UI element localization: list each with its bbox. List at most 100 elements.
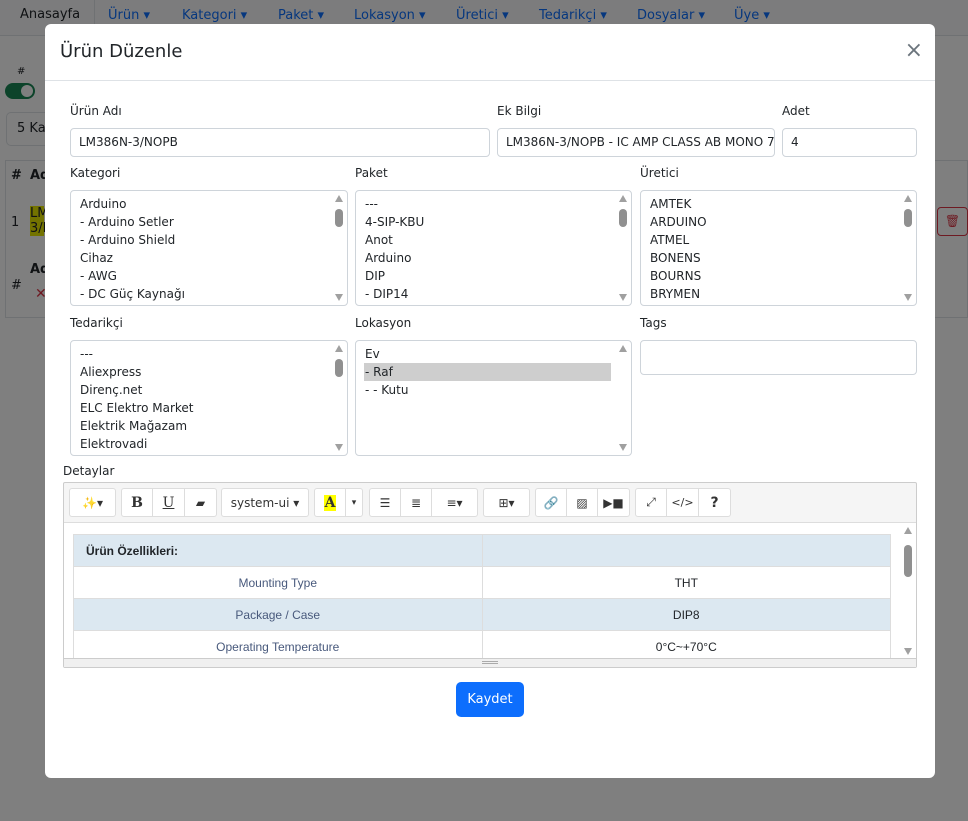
kategori-option[interactable]: - AWG	[80, 269, 117, 283]
tedarikci-option[interactable]: Direnç.net	[80, 383, 143, 397]
paket-label: Paket	[355, 166, 388, 180]
tags-label: Tags	[640, 316, 667, 330]
underline-icon[interactable]: U	[153, 489, 185, 516]
uretici-listbox[interactable]: AMTEK ARDUINO ATMEL BONENS BOURNS BRYMEN	[640, 190, 917, 306]
header-divider	[45, 80, 935, 81]
spec-key: Package / Case	[73, 598, 483, 631]
adet-label: Adet	[782, 104, 810, 118]
paket-option[interactable]: ---	[365, 197, 378, 211]
editor-content[interactable]: Ürün Özellikleri: Mounting Type THT Packa…	[64, 522, 916, 659]
insert-group: 🔗 ▨ ▶■	[535, 488, 630, 517]
tags-input[interactable]	[640, 340, 917, 375]
color-dropdown-icon[interactable]: ▾	[351, 497, 357, 508]
view-group: ⤢ </> ?	[635, 488, 731, 517]
paket-listbox[interactable]: --- 4-SIP-KBU Anot Arduino DIP - DIP14	[355, 190, 632, 306]
lokasyon-options: Ev - Raf - - Kutu	[364, 345, 611, 399]
table-icon[interactable]: ⊞▾	[498, 495, 515, 510]
spec-value	[481, 534, 891, 567]
style-group: ✨▾	[69, 488, 116, 517]
lokasyon-option[interactable]: - - Kutu	[365, 383, 409, 397]
unordered-list-icon[interactable]: ☰	[370, 489, 401, 516]
spec-key: Ürün Özellikleri:	[73, 534, 483, 567]
font-family-dropdown[interactable]: system-ui ▾	[230, 495, 300, 510]
tedarikci-options: --- Aliexpress Direnç.net ELC Elektro Marke…	[79, 345, 327, 453]
lokasyon-option[interactable]: - Raf	[364, 363, 611, 381]
spec-key: Mounting Type	[73, 566, 483, 599]
paket-option[interactable]: - DIP14	[365, 287, 409, 301]
uretici-label: Üretici	[640, 166, 679, 180]
close-icon[interactable]: ×	[904, 38, 923, 63]
paket-options: --- 4-SIP-KBU Anot Arduino DIP - DIP14	[364, 195, 611, 303]
spec-key: Operating Temperature	[73, 630, 483, 659]
tedarikci-option[interactable]: ---	[80, 347, 93, 361]
uretici-options: AMTEK ARDUINO ATMEL BONENS BOURNS BRYMEN	[649, 195, 896, 303]
uretici-option[interactable]: ATMEL	[650, 233, 690, 247]
spec-value: 0°C~+70°C	[481, 630, 891, 659]
link-icon[interactable]: 🔗	[536, 489, 567, 516]
magic-wand-icon[interactable]: ✨▾	[82, 495, 103, 510]
kategori-scrollbar[interactable]	[333, 193, 345, 303]
font-group: system-ui ▾	[221, 488, 309, 517]
lokasyon-listbox[interactable]: Ev - Raf - - Kutu	[355, 340, 632, 456]
tedarikci-listbox[interactable]: --- Aliexpress Direnç.net ELC Elektro Marke…	[70, 340, 348, 456]
adet-input[interactable]: 4	[782, 128, 917, 157]
tedarikci-option[interactable]: ELC Elektro Market	[80, 401, 194, 415]
save-button[interactable]: Kaydet	[456, 682, 524, 717]
lokasyon-option[interactable]: Ev	[365, 347, 380, 361]
spec-table: Ürün Özellikleri: Mounting Type THT Packa…	[73, 534, 891, 659]
table-row: Operating Temperature 0°C~+70°C	[73, 630, 891, 659]
tedarikci-option[interactable]: Elektrik Mağazam	[80, 419, 188, 433]
bold-icon[interactable]: B	[122, 489, 153, 516]
kategori-option[interactable]: Cihaz	[80, 251, 113, 265]
code-view-icon[interactable]: </>	[667, 489, 699, 516]
table-row: Ürün Özellikleri:	[73, 534, 891, 567]
uretici-option[interactable]: ARDUINO	[650, 215, 707, 229]
paket-option[interactable]: Anot	[365, 233, 393, 247]
kategori-option[interactable]: - DC Güç Kaynağı	[80, 287, 185, 301]
uretici-option[interactable]: BOURNS	[650, 269, 702, 283]
align-icon[interactable]: ≡▾	[446, 495, 463, 510]
kategori-option[interactable]: - Arduino Shield	[80, 233, 176, 247]
uretici-scrollbar[interactable]	[902, 193, 914, 303]
table-group: ⊞▾	[483, 488, 530, 517]
uretici-option[interactable]: BRYMEN	[650, 287, 701, 301]
kategori-label: Kategori	[70, 166, 121, 180]
help-icon[interactable]: ?	[710, 494, 719, 511]
format-group: B U ▰	[121, 488, 217, 517]
paket-option[interactable]: 4-SIP-KBU	[365, 215, 425, 229]
lokasyon-scrollbar[interactable]	[617, 343, 629, 453]
urun-adi-label: Ürün Adı	[70, 104, 122, 118]
kategori-listbox[interactable]: Arduino - Arduino Setler - Arduino Shield C…	[70, 190, 348, 306]
edit-product-modal: Ürün Düzenle × Ürün Adı LM386N-3/NOPB Ek…	[45, 24, 935, 778]
kategori-option[interactable]: - Arduino Setler	[80, 215, 174, 229]
spec-value: THT	[481, 566, 891, 599]
urun-adi-input[interactable]: LM386N-3/NOPB	[70, 128, 490, 157]
fullscreen-icon[interactable]: ⤢	[636, 489, 667, 516]
eraser-icon[interactable]: ▰	[195, 495, 206, 510]
color-group: A ▾	[314, 488, 363, 517]
tedarikci-scrollbar[interactable]	[333, 343, 345, 453]
uretici-option[interactable]: AMTEK	[650, 197, 692, 211]
paragraph-group: ☰ ≣ ≡▾	[369, 488, 478, 517]
editor-resize-handle[interactable]	[64, 658, 916, 667]
uretici-option[interactable]: BONENS	[650, 251, 701, 265]
spec-value: DIP8	[481, 598, 891, 631]
picture-icon[interactable]: ▨	[567, 489, 598, 516]
modal-title: Ürün Düzenle	[60, 41, 183, 62]
table-row: Package / Case DIP8	[73, 598, 891, 631]
highlight-color-icon[interactable]: A	[315, 489, 346, 516]
ordered-list-icon[interactable]: ≣	[401, 489, 432, 516]
video-icon[interactable]: ▶■	[603, 495, 624, 510]
lokasyon-label: Lokasyon	[355, 316, 412, 330]
detaylar-label: Detaylar	[63, 464, 115, 478]
rich-text-editor: ✨▾ B U ▰ system-ui ▾ A ▾ ☰ ≣ ≡▾ ⊞▾ 🔗 ▨ ▶…	[63, 482, 917, 668]
paket-option[interactable]: DIP	[365, 269, 386, 283]
paket-scrollbar[interactable]	[617, 193, 629, 303]
kategori-option[interactable]: Arduino	[80, 197, 127, 211]
tedarikci-option[interactable]: Aliexpress	[80, 365, 142, 379]
ek-bilgi-input[interactable]: LM386N-3/NOPB - IC AMP CLASS AB MONO 7	[497, 128, 775, 157]
paket-option[interactable]: Arduino	[365, 251, 412, 265]
editor-scrollbar[interactable]	[902, 525, 914, 657]
kategori-options: Arduino - Arduino Setler - Arduino Shield C…	[79, 195, 327, 303]
tedarikci-option[interactable]: Elektrovadi	[80, 437, 148, 451]
